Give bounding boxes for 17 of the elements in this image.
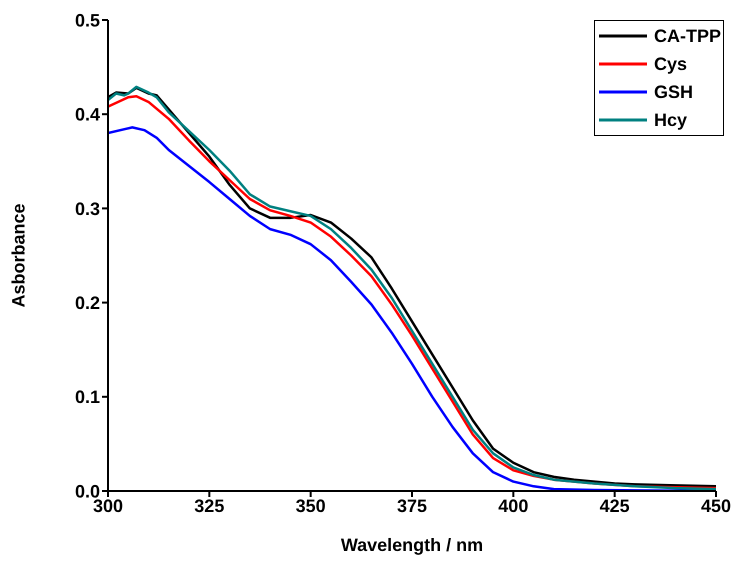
y-tick-label: 0.2 xyxy=(74,292,100,313)
x-tick-label: 450 xyxy=(700,496,732,516)
x-tick-label: 350 xyxy=(296,496,326,516)
y-tick-label: 0.3 xyxy=(74,198,100,219)
x-tick-label: 325 xyxy=(194,496,224,516)
legend-label: GSH xyxy=(654,81,694,104)
y-tick-label: 0.1 xyxy=(74,387,100,408)
y-axis-title: Asborbance xyxy=(8,203,28,308)
x-tick-label: 425 xyxy=(600,496,630,516)
y-tick-label: 0.4 xyxy=(74,104,100,125)
x-tick-label: 375 xyxy=(396,496,428,516)
legend-label: Hcy xyxy=(654,109,688,132)
legend-label: Cys xyxy=(654,53,688,76)
x-axis-title: Wavelength / nm xyxy=(340,535,484,555)
x-tick-label: 400 xyxy=(498,496,528,516)
legend-label: CA-TPP xyxy=(654,25,721,48)
y-tick-label: 0.5 xyxy=(74,10,100,30)
